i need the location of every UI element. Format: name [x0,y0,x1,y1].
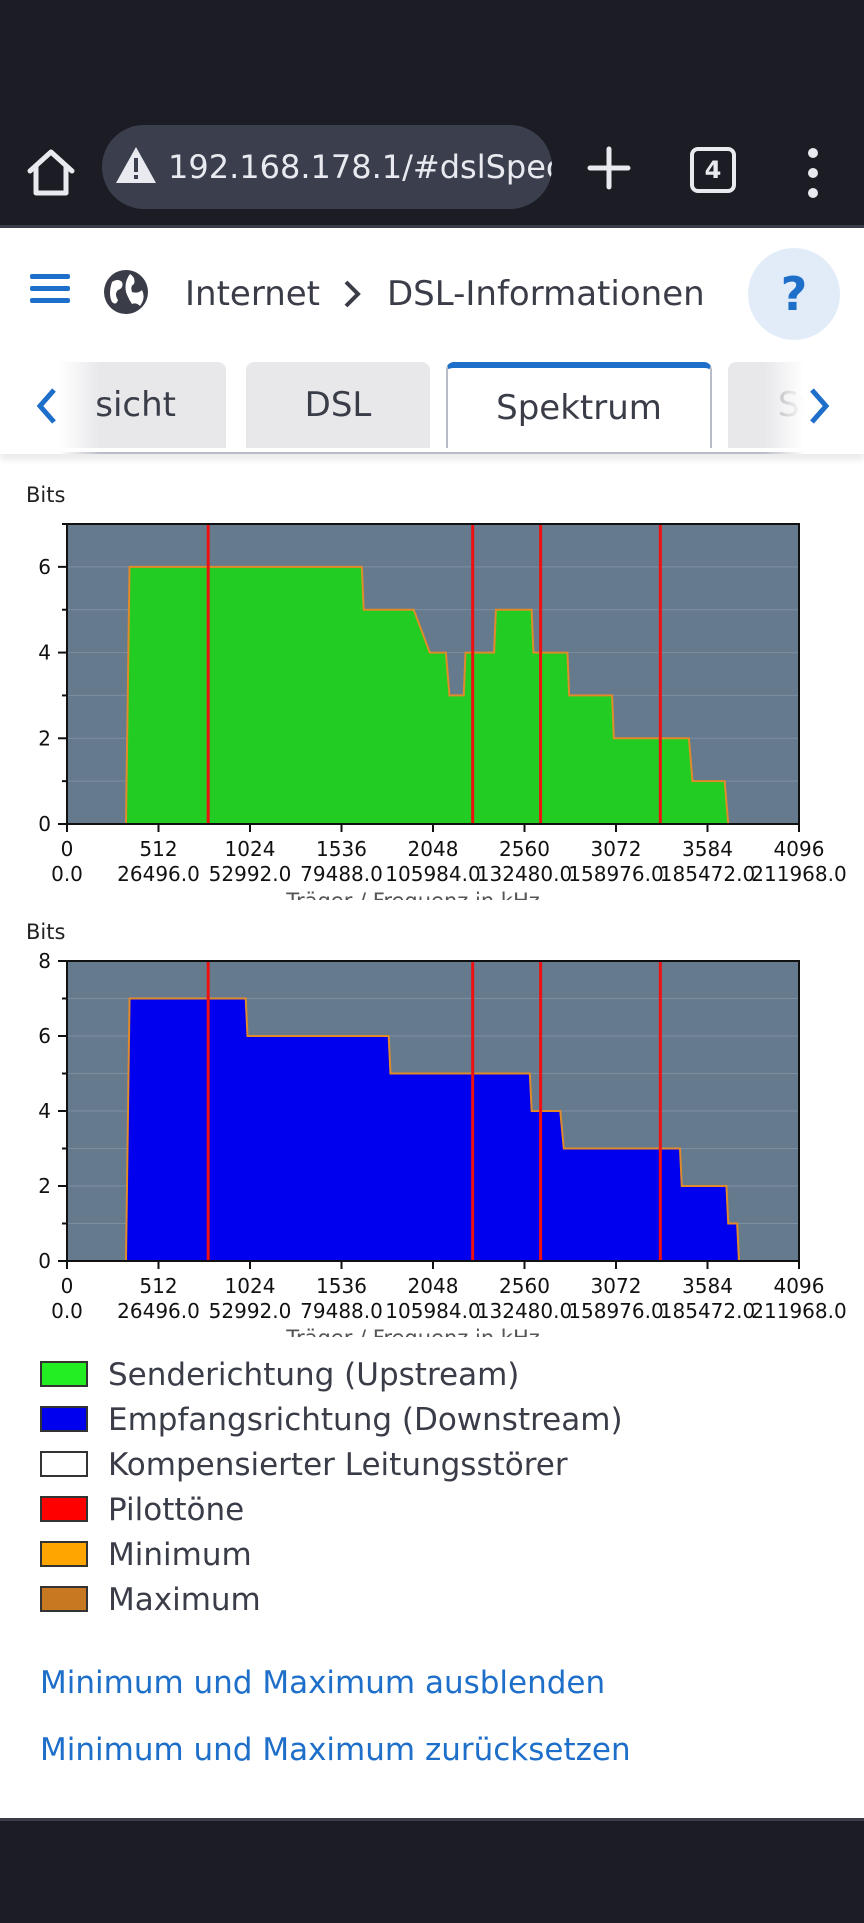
x-tick-label: 0 [61,837,74,861]
hamburger-menu-icon[interactable] [30,272,70,306]
y-tick-label: 8 [38,949,51,973]
y-axis-label: Bits [26,920,65,944]
x-tick-label: 1024 [225,837,276,861]
x-tick-label: 2560 [499,1274,550,1298]
legend-label: Maximum [108,1582,261,1618]
x-tick-label: 4096 [774,1274,825,1298]
downstream-spectrum-chart: Bits0246800.051226496.0102452992.0153679… [26,920,847,1337]
legend-swatch [40,1361,88,1387]
x-tick-label-frequency: 0.0 [51,1299,83,1323]
breadcrumb-dsl-info: DSL-Informationen [387,274,705,314]
x-tick-label-frequency: 211968.0 [751,862,846,886]
x-tick-label: 3584 [682,837,733,861]
legend-label: Kompensierter Leitungsstörer [108,1447,568,1483]
x-tick-label-frequency: 79488.0 [300,862,383,886]
x-tick-label-frequency: 132480.0 [477,1299,572,1323]
url-text: 192.168.178.1/#dslSpec [168,148,552,186]
x-tick-label: 512 [139,1274,177,1298]
legend-label: Empfangsrichtung (Downstream) [108,1402,623,1438]
y-tick-label: 4 [38,641,51,665]
y-tick-label: 2 [38,1174,51,1198]
chevron-right-icon [810,388,830,424]
tab-underline [0,452,864,454]
tab-bar: sicht DSL Spektrum St [0,358,864,454]
tab-scroll-right[interactable] [764,358,864,454]
legend-swatch [40,1586,88,1612]
x-tick-label: 1024 [225,1274,276,1298]
hide-minmax-link[interactable]: Minimum und Maximum ausblenden [40,1665,606,1701]
x-tick-label: 512 [139,837,177,861]
x-tick-label-frequency: 26496.0 [117,862,200,886]
legend-label: Senderichtung (Upstream) [108,1357,520,1393]
x-tick-label-frequency: 26496.0 [117,1299,200,1323]
x-tick-label: 2048 [408,1274,459,1298]
y-tick-label: 0 [38,1249,51,1273]
x-tick-label-frequency: 105984.0 [385,862,480,886]
new-tab-icon[interactable] [584,143,634,193]
home-icon[interactable] [22,143,80,201]
x-tick-label-frequency: 185472.0 [660,862,755,886]
breadcrumb-internet[interactable]: Internet [185,274,321,314]
legend-swatch [40,1451,88,1477]
x-tick-label: 3584 [682,1274,733,1298]
x-tick-label-frequency: 105984.0 [385,1299,480,1323]
warning-icon [116,147,156,183]
x-tick-label: 0 [61,1274,74,1298]
legend-swatch [40,1406,88,1432]
x-tick-label-frequency: 79488.0 [300,1299,383,1323]
chevron-right-icon [344,280,361,308]
y-tick-label: 4 [38,1099,51,1123]
x-tick-label-frequency: 211968.0 [751,1299,846,1323]
x-tick-label: 1536 [316,1274,367,1298]
series-area [124,997,741,1262]
legend-swatch [40,1496,88,1522]
status-bar [0,0,864,105]
x-tick-label-frequency: 158976.0 [568,862,663,886]
x-tick-label-frequency: 185472.0 [660,1299,755,1323]
x-tick-label: 2048 [408,837,459,861]
legend-label: Pilottöne [108,1492,245,1528]
x-tick-label-frequency: 132480.0 [477,862,572,886]
overflow-menu-icon[interactable] [798,143,828,203]
x-tick-label-frequency: 52992.0 [209,862,292,886]
legend-label: Minimum [108,1537,252,1573]
browser-toolbar: 192.168.178.1/#dslSpec 4 [0,105,864,228]
x-tick-label: 1536 [316,837,367,861]
chevron-left-icon [36,388,56,424]
navigation-bar [0,1818,864,1923]
x-tick-label: 3072 [591,837,642,861]
x-tick-label: 4096 [774,837,825,861]
globe-icon [104,270,148,314]
legend-swatch [40,1541,88,1567]
y-tick-label: 6 [38,555,51,579]
y-tick-label: 6 [38,1024,51,1048]
y-tick-label: 2 [38,726,51,750]
x-tick-label: 3072 [591,1274,642,1298]
x-tick-label-frequency: 158976.0 [568,1299,663,1323]
tab-scroll-left[interactable] [0,358,100,454]
upstream-spectrum-chart: Bits024600.051226496.0102452992.01536794… [26,483,847,900]
tab-switcher-button[interactable]: 4 [690,147,736,193]
series-area [124,565,730,825]
x-tick-label-frequency: 52992.0 [209,1299,292,1323]
reset-minmax-link[interactable]: Minimum und Maximum zurücksetzen [40,1732,631,1768]
url-bar[interactable]: 192.168.178.1/#dslSpec [102,125,552,209]
app-header: Internet DSL-Informationen ? [0,228,864,358]
tab-spectrum[interactable]: Spektrum [446,362,712,448]
x-axis-label: Träger / Frequenz in kHz [285,1326,540,1337]
y-tick-label: 0 [38,812,51,836]
x-tick-label-frequency: 0.0 [51,862,83,886]
help-button[interactable]: ? [748,248,840,340]
x-tick-label: 2560 [499,837,550,861]
tab-count: 4 [690,147,736,193]
x-axis-label: Träger / Frequenz in kHz [285,889,540,900]
y-axis-label: Bits [26,483,65,507]
tab-dsl[interactable]: DSL [246,362,430,448]
